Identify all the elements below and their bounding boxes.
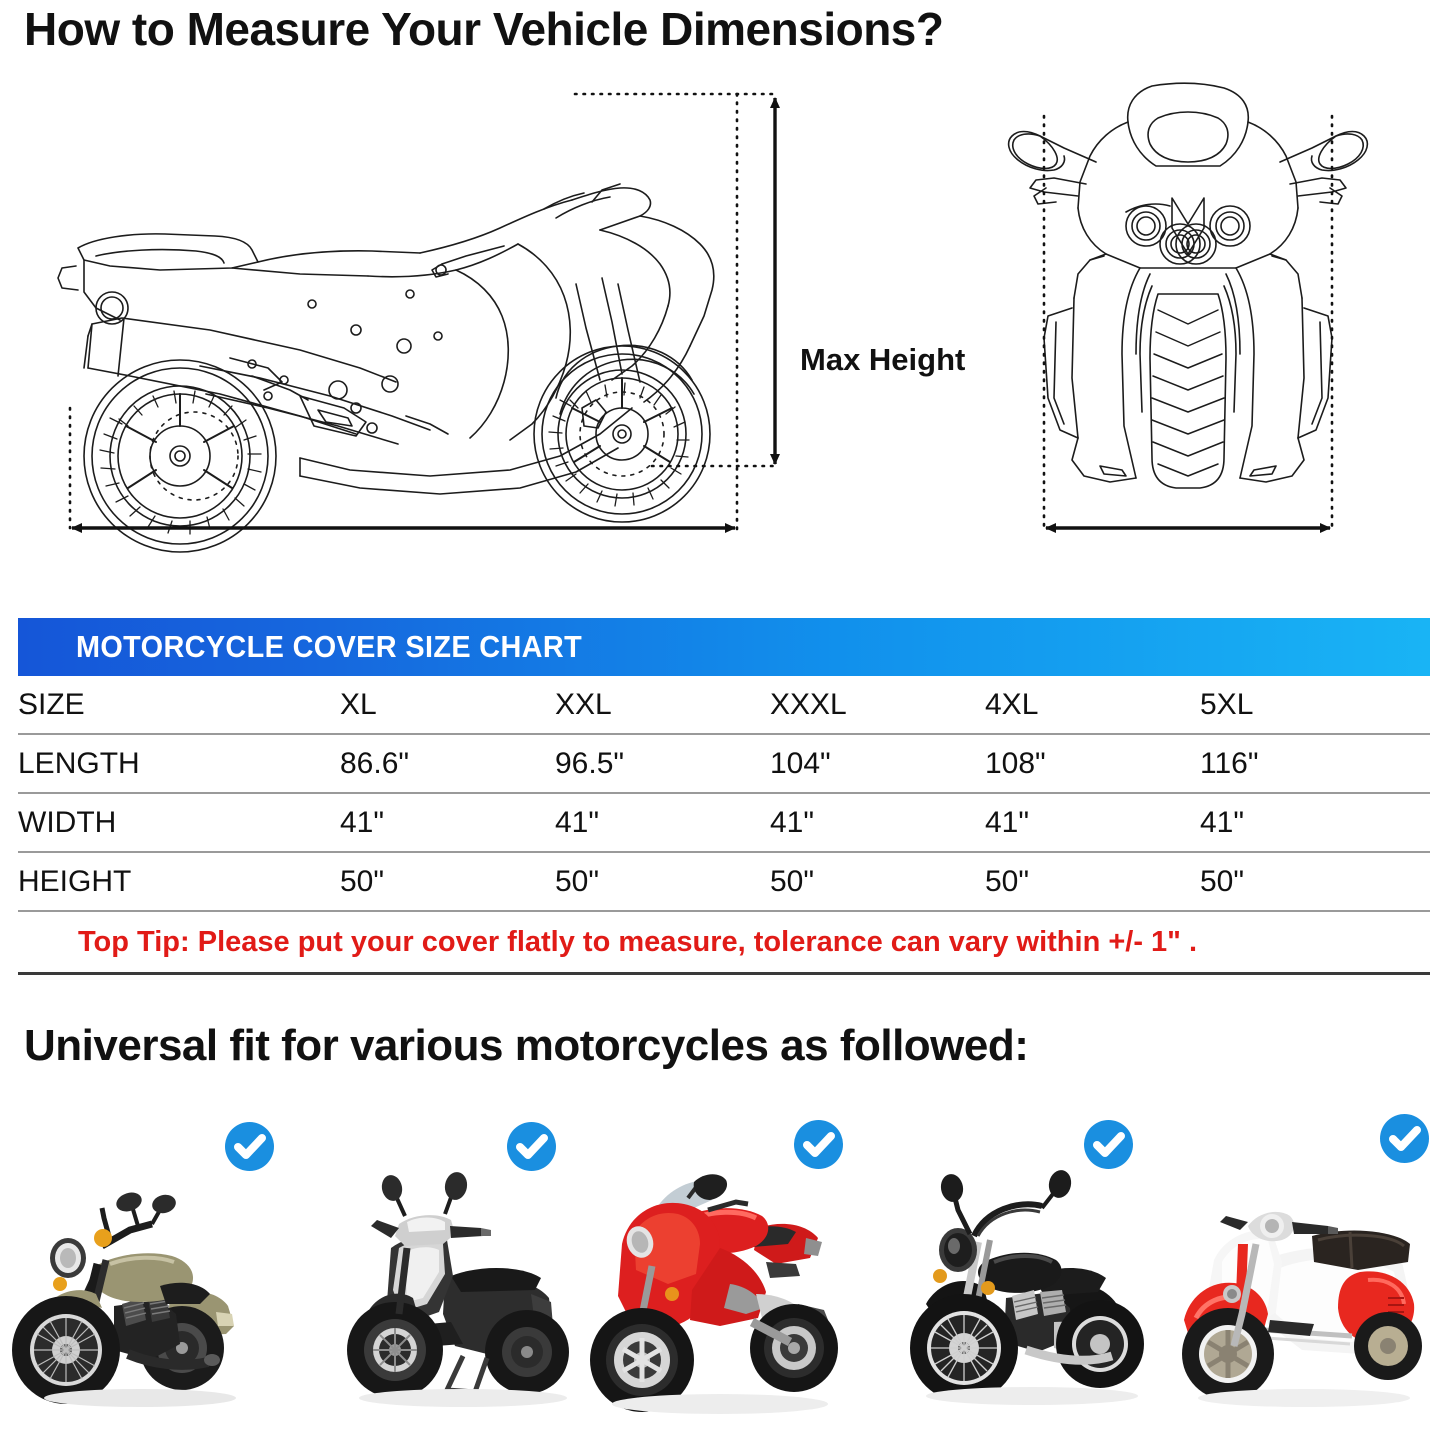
measurement-diagram: Max Height Max Length Max Width	[0, 78, 1445, 662]
cell-length-xxxl: 104"	[770, 734, 985, 794]
header-cell-xxxl: XXXL	[770, 676, 985, 735]
gallery-item-cruiser-motorcycle-olive	[10, 1098, 299, 1433]
cell-length-4xl: 108"	[985, 734, 1200, 794]
sport-motorcycle-side-view-line-drawing	[57, 183, 715, 553]
header-cell-4xl: 4XL	[985, 676, 1200, 735]
max-height-label: Max Height	[800, 342, 966, 377]
cell-width-xxxl: 41"	[770, 793, 985, 853]
row-label-length: LENGTH	[18, 734, 340, 794]
page-title: How to Measure Your Vehicle Dimensions?	[24, 3, 944, 55]
table-row-header: SIZE XL XXL XXXL 4XL 5XL	[18, 676, 1430, 735]
universal-fit-title: Universal fit for various motorcycles as…	[24, 1021, 1029, 1070]
header-cell-xxl: XXL	[555, 676, 770, 735]
cell-length-xl: 86.6"	[340, 734, 555, 794]
check-circle-icon	[1380, 1114, 1429, 1163]
cell-height-xxl: 50"	[555, 852, 770, 912]
gallery-item-sportbike-red	[580, 1098, 869, 1433]
row-label-height: HEIGHT	[18, 852, 340, 912]
header-cell-xl: XL	[340, 676, 555, 735]
size-chart-banner: MOTORCYCLE COVER SIZE CHART	[18, 618, 1430, 676]
gallery-item-scooter-silver-black	[295, 1098, 584, 1433]
cell-width-xl: 41"	[340, 793, 555, 853]
scooter-silver-black-image	[295, 1098, 584, 1433]
gallery-item-cruiser-motorcycle-black	[866, 1098, 1155, 1433]
sport-motorcycle-front-view-line-drawing	[1007, 82, 1369, 489]
size-chart-banner-title: MOTORCYCLE COVER SIZE CHART	[76, 629, 583, 664]
cell-height-5xl: 50"	[1200, 852, 1430, 912]
table-row: WIDTH 41" 41" 41" 41" 41"	[18, 793, 1430, 853]
cell-length-5xl: 116"	[1200, 734, 1430, 794]
size-chart: MOTORCYCLE COVER SIZE CHART SIZE XL XXL …	[18, 618, 1430, 975]
row-label-width: WIDTH	[18, 793, 340, 853]
table-row: HEIGHT 50" 50" 50" 50" 50"	[18, 852, 1430, 912]
cell-height-4xl: 50"	[985, 852, 1200, 912]
gallery-item-vintage-scooter-red-white	[1152, 1098, 1441, 1433]
cell-width-5xl: 41"	[1200, 793, 1430, 853]
size-chart-tip: Top Tip: Please put your cover flatly to…	[78, 925, 1198, 958]
header-cell-5xl: 5XL	[1200, 676, 1430, 735]
table-bottom-divider	[18, 972, 1430, 975]
table-row-tip: Top Tip: Please put your cover flatly to…	[18, 911, 1430, 972]
check-circle-icon	[507, 1122, 556, 1171]
check-circle-icon	[225, 1122, 274, 1171]
cell-length-xxl: 96.5"	[555, 734, 770, 794]
check-circle-icon	[1084, 1120, 1133, 1169]
cell-width-xxl: 41"	[555, 793, 770, 853]
header-cell-size: SIZE	[18, 676, 340, 735]
cruiser-motorcycle-olive-image	[10, 1098, 299, 1433]
size-chart-table: SIZE XL XXL XXXL 4XL 5XL LENGTH 86.6" 96…	[18, 676, 1430, 972]
cell-height-xxxl: 50"	[770, 852, 985, 912]
dimension-annotations	[68, 92, 1334, 533]
check-circle-icon	[794, 1120, 843, 1169]
cell-width-4xl: 41"	[985, 793, 1200, 853]
cell-height-xl: 50"	[340, 852, 555, 912]
table-row: LENGTH 86.6" 96.5" 104" 108" 116"	[18, 734, 1430, 794]
universal-fit-gallery	[0, 1098, 1445, 1433]
